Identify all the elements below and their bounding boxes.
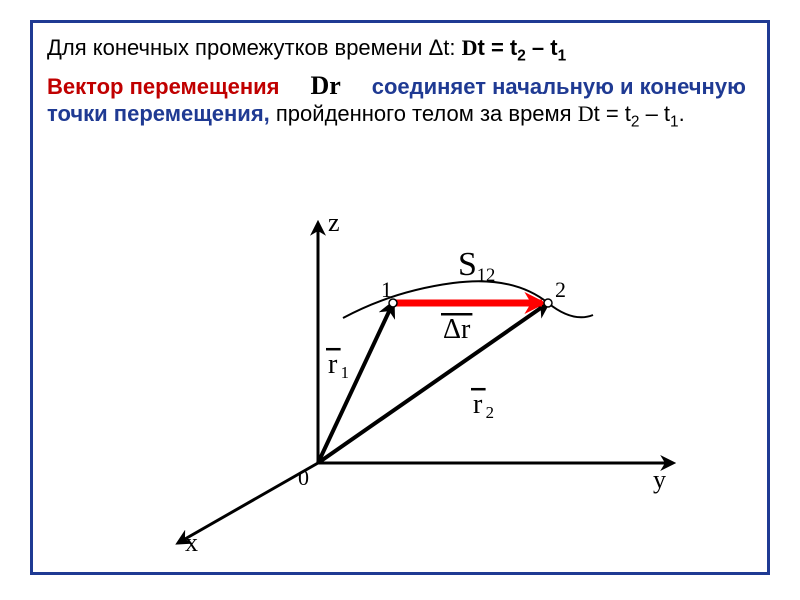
delta-3: D — [578, 101, 594, 126]
tail-c: – t — [639, 101, 670, 126]
svg-text:2: 2 — [555, 277, 566, 302]
svg-text:r: r — [473, 389, 483, 420]
line1-text-a: Для конечных промежутков времени Δt: — [47, 35, 462, 60]
svg-text:1: 1 — [341, 363, 349, 382]
line1-text-c: – t — [526, 35, 558, 60]
delta-1: D — [462, 35, 478, 60]
content-frame: Для конечных промежутков времени Δt: Dt … — [30, 20, 770, 575]
sub1-a: 1 — [558, 47, 567, 64]
svg-text:2: 2 — [486, 403, 494, 422]
delta-2: D — [310, 71, 329, 100]
svg-text:1: 1 — [381, 277, 392, 302]
line-2: Вектор перемещения Dr соединяет начальну… — [47, 71, 753, 131]
line1-text-b: t = t — [478, 35, 518, 60]
vector-diagram: zyx012r1r2ΔrS12 — [143, 203, 703, 573]
tail-b: t = t — [594, 101, 631, 126]
svg-text:12: 12 — [477, 265, 496, 286]
svg-text:Δr: Δr — [443, 314, 471, 345]
svg-text:0: 0 — [298, 465, 309, 490]
dr-inline-symbol: Dr — [286, 71, 366, 101]
tail-d: . — [679, 101, 685, 126]
svg-text:z: z — [328, 208, 340, 237]
svg-text:S: S — [458, 246, 477, 283]
svg-text:x: x — [185, 528, 198, 557]
svg-text:y: y — [653, 465, 666, 494]
slide: Для конечных промежутков времени Δt: Dt … — [0, 0, 800, 600]
diagram-svg: zyx012r1r2ΔrS12 — [143, 203, 703, 573]
vector-displacement-label: Вектор перемещения — [47, 74, 279, 99]
sub2-a: 2 — [517, 47, 526, 64]
line-1: Для конечных промежутков времени Δt: Dt … — [47, 35, 753, 65]
tail-a: пройденного телом за время — [276, 101, 578, 126]
sub1-b: 1 — [670, 114, 679, 131]
svg-text:r: r — [328, 349, 338, 380]
